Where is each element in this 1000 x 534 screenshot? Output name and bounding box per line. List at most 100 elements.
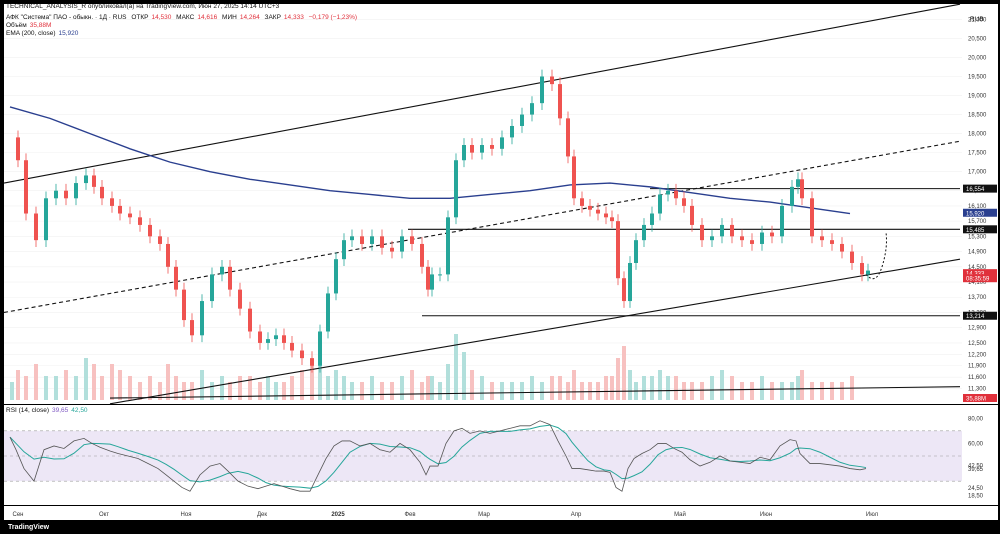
candle-body — [182, 289, 186, 321]
candle-body — [228, 266, 232, 290]
change-value: −0,179 (−1,23%) — [308, 14, 358, 21]
high-value: 14,616 — [197, 14, 218, 21]
ohlc-line: АФК "Система" ПАО - обыкн. · 1Д · RUS ОТ… — [6, 14, 360, 21]
symbol-text[interactable]: АФК "Система" ПАО - обыкн. · 1Д · RUS — [6, 14, 127, 21]
volume-bar — [258, 382, 262, 400]
volume-bar — [566, 382, 570, 400]
volume-bar — [400, 376, 404, 400]
price-labels: 16,55415,92015,48514,33308:35:5913,21435… — [963, 184, 997, 403]
volume-label-text: 35,88M — [966, 397, 986, 403]
candle-body — [520, 114, 524, 126]
candle-body — [510, 125, 514, 138]
volume-bar — [334, 370, 338, 400]
volume-bar — [480, 376, 484, 400]
volume-bar — [200, 370, 204, 400]
volume-label[interactable]: Объём — [6, 22, 27, 29]
volume-line: Объём 35,88M — [6, 22, 54, 29]
volume-bar — [588, 382, 592, 400]
volume-bar — [34, 364, 38, 400]
candles — [16, 69, 870, 373]
volume-bar — [572, 370, 576, 400]
volume-bar — [682, 382, 686, 400]
volume-bar — [820, 382, 824, 400]
currency-label[interactable]: RUB — [970, 16, 984, 23]
volume-bar — [580, 382, 584, 400]
candle-body — [44, 198, 48, 241]
candle-body — [480, 145, 484, 153]
candle-body — [796, 179, 800, 187]
volume-bar — [796, 376, 800, 400]
candle-body — [446, 217, 450, 275]
volume-bar — [248, 376, 252, 400]
candle-body — [860, 262, 864, 275]
volume-bar — [274, 382, 278, 400]
candle-body — [400, 236, 404, 252]
candle-body — [720, 224, 724, 237]
volume-bar — [650, 376, 654, 400]
candle-body — [830, 240, 834, 244]
volume-bar — [470, 370, 474, 400]
candle-body — [128, 213, 132, 218]
volume-bar — [370, 376, 374, 400]
candle-body — [420, 243, 424, 267]
candle-body — [850, 251, 854, 263]
candle-body — [596, 209, 600, 214]
candle-body — [610, 217, 614, 222]
volume-bar — [420, 382, 424, 400]
volume-value: 35,88M — [29, 22, 52, 29]
volume-bar — [490, 382, 494, 400]
volume-bar — [350, 382, 354, 400]
low-label: МИН — [222, 14, 237, 21]
candle-body — [604, 213, 608, 218]
candle-body — [54, 190, 58, 199]
volume-bar — [430, 376, 434, 400]
candle-body — [426, 266, 430, 290]
candle-body — [148, 224, 152, 237]
price-tick-label: 18,000 — [968, 132, 987, 138]
price-tick-label: 21,000 — [968, 17, 987, 23]
volume-bar — [426, 376, 430, 400]
volume-bar — [730, 376, 734, 400]
rsi-value: 39,65 — [52, 407, 69, 414]
volume-bar — [462, 352, 466, 400]
close-value: 14,333 — [283, 14, 304, 21]
volume-bar — [666, 376, 670, 400]
candle-body — [16, 137, 20, 161]
candle-body — [34, 213, 38, 241]
price-label-box — [963, 225, 997, 234]
open-value: 14,530 — [151, 14, 172, 21]
candle-body — [588, 205, 592, 210]
candle-body — [390, 247, 394, 252]
candle-body — [558, 84, 562, 119]
rsi-label[interactable]: RSI (14, close) — [6, 407, 49, 414]
volume-bar — [540, 382, 544, 400]
volume-bar — [616, 358, 620, 400]
candle-body — [800, 179, 804, 199]
volume-bar — [266, 376, 270, 400]
volume-bar — [658, 370, 662, 400]
volume-bar — [770, 382, 774, 400]
candle-body — [634, 240, 638, 263]
price-label-text: 16,554 — [966, 187, 985, 193]
candle-body — [750, 240, 754, 244]
time-tick-label: Апр — [571, 512, 582, 518]
candle-body — [174, 266, 178, 290]
ema-label[interactable]: EMA (200, close) — [6, 30, 56, 37]
price-tick-label: 13,700 — [968, 295, 987, 301]
volume-bar — [500, 382, 504, 400]
candle-body — [92, 175, 96, 187]
volume-bar — [16, 370, 20, 400]
candle-body — [780, 205, 784, 237]
time-axis-pane — [4, 506, 998, 520]
candle-body — [138, 217, 142, 225]
price-tick-label: 17,500 — [968, 151, 987, 157]
volume-bar — [74, 376, 78, 400]
time-tick-label: Фев — [404, 512, 415, 518]
rsi-tick-label: 18,50 — [968, 494, 984, 500]
volume-bar — [174, 376, 178, 400]
publish-text: TECHNICAL_ANALYSIS_R опубликовал(а) на T… — [6, 3, 280, 10]
tradingview-logo[interactable]: TradingView — [8, 524, 50, 531]
volume-bar — [410, 370, 414, 400]
footer-bar — [0, 522, 1000, 534]
